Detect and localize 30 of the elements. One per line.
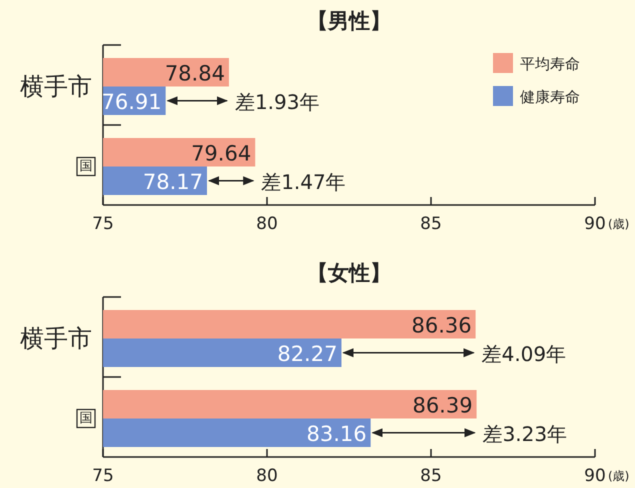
- y-tick-label: 国: [80, 411, 92, 426]
- x-axis-title: (歳): [608, 469, 630, 483]
- data-label: 78.84: [164, 61, 225, 86]
- x-tick-label: 90: [584, 214, 606, 234]
- annotation: 差1.93年: [234, 90, 320, 114]
- data-label: 86.39: [412, 393, 473, 418]
- x-tick-label: 75: [92, 466, 114, 486]
- x-tick-label: 90: [584, 466, 606, 486]
- x-tick-label: 80: [256, 214, 278, 234]
- annotation: 差1.47年: [261, 170, 346, 194]
- legend-label: 平均寿命: [520, 55, 580, 73]
- annotation: 差3.23年: [482, 422, 568, 446]
- y-tick-label: 国: [80, 159, 92, 174]
- data-label: 78.17: [142, 170, 203, 194]
- y-tick-label: 横手市: [20, 72, 92, 100]
- data-label: 86.36: [411, 313, 472, 338]
- chart-title: 【女性】: [307, 261, 391, 285]
- x-tick-label: 85: [420, 466, 442, 486]
- data-label: 82.27: [277, 342, 338, 366]
- data-label: 83.16: [306, 422, 367, 446]
- x-axis-title: (歳): [608, 217, 630, 231]
- legend-label: 健康寿命: [520, 88, 580, 106]
- annotation: 差4.09年: [482, 342, 566, 366]
- data-label: 76.91: [102, 90, 162, 114]
- x-tick-label: 75: [92, 214, 114, 234]
- data-label: 79.64: [191, 141, 252, 166]
- y-tick-label: 横手市: [20, 324, 92, 352]
- x-tick-label: 85: [420, 214, 442, 234]
- x-tick-label: 80: [256, 466, 278, 486]
- chart-title: 【男性】: [307, 9, 391, 33]
